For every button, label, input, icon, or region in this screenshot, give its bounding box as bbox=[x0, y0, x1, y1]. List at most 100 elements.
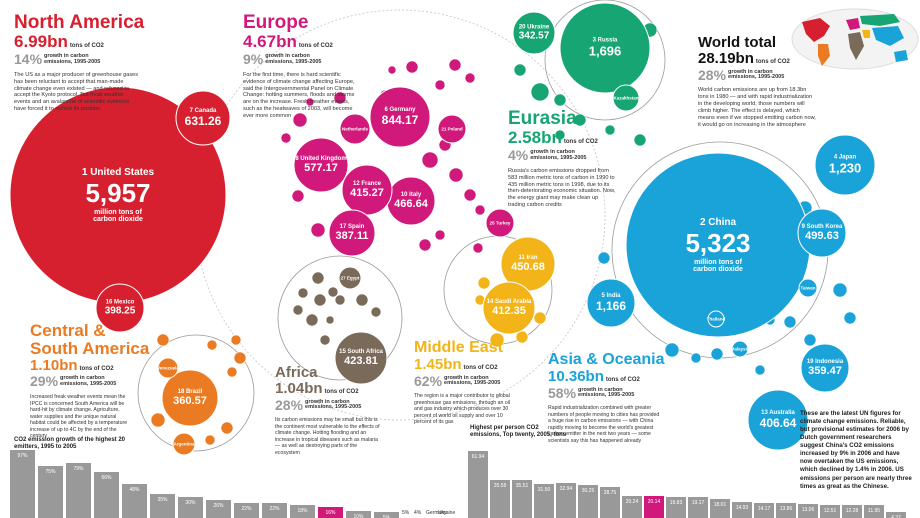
country-label: Netherlands bbox=[342, 127, 368, 132]
minor-country-bubble bbox=[230, 334, 242, 346]
bar: 35% bbox=[150, 493, 175, 518]
country-label: 27 Egypt bbox=[341, 276, 360, 281]
bar: 26% bbox=[206, 499, 231, 518]
minor-country-bubble bbox=[533, 311, 547, 325]
minor-country-bubble bbox=[783, 315, 797, 329]
country-name: Thailand bbox=[706, 316, 726, 322]
country-label: 17 Spain 387.11 bbox=[335, 224, 368, 242]
country-bubble bbox=[797, 208, 847, 258]
minor-country-bubble bbox=[156, 333, 170, 347]
panel-middle-east: Middle East 1.45bn tons of CO2 62% growth … bbox=[414, 339, 544, 426]
region-growth: 28% bbox=[698, 66, 727, 83]
country-label: Malaysia bbox=[731, 347, 750, 352]
region-name: Asia & Oceania bbox=[548, 351, 665, 368]
minor-country-bubble bbox=[803, 333, 817, 347]
country-label: 4 Japan 1,230 bbox=[829, 155, 862, 176]
country-value: 398.25 bbox=[104, 305, 136, 317]
country-name: 25 Turkey bbox=[489, 220, 511, 226]
country-value: 1,696 bbox=[588, 43, 622, 59]
region-description: The US as a major producer of greenhouse… bbox=[14, 71, 139, 113]
bar-label: 30.25 bbox=[581, 488, 595, 495]
bar-tail-label: Germany bbox=[426, 510, 447, 516]
country-bubble bbox=[338, 266, 362, 290]
country-bubble bbox=[369, 86, 431, 148]
minor-country-bubble bbox=[553, 93, 567, 107]
country-name: 6 Germany bbox=[384, 107, 416, 113]
country-name: 15 South Africa bbox=[339, 349, 383, 355]
bar: 28.75 bbox=[600, 487, 620, 518]
region-growth: 62% bbox=[414, 372, 443, 389]
bar-label: 13.06 bbox=[801, 506, 815, 513]
bar-label: 18% bbox=[297, 508, 308, 515]
bar-label: 12.28 bbox=[845, 507, 859, 514]
country-unit: million tons of carbon dioxide bbox=[693, 259, 743, 273]
minor-country-bubble bbox=[280, 132, 292, 144]
minor-country-bubble bbox=[421, 151, 439, 169]
minor-country-bubble bbox=[387, 65, 397, 75]
country-name: 18 Brazil bbox=[177, 389, 203, 395]
bar-label: 4.37 bbox=[891, 515, 901, 518]
region-total: 1.45bn bbox=[414, 355, 462, 373]
country-bubble bbox=[586, 278, 636, 328]
bar-label: 35.58 bbox=[493, 482, 507, 489]
bar: 12.51 bbox=[820, 504, 840, 518]
bar: 20.14 bbox=[644, 496, 664, 518]
region-growth: 4% bbox=[508, 146, 529, 163]
bar-label: 31.50 bbox=[537, 487, 551, 494]
panel-world-total: World total 28.19bn tons of CO2 28% growth… bbox=[698, 35, 823, 129]
bar-label: 75% bbox=[45, 468, 56, 475]
bar-label: 66% bbox=[101, 474, 112, 481]
panel-south-america: Central & South America 1.10bn tons of CO… bbox=[30, 322, 180, 440]
country-label: 16 Mexico 398.25 bbox=[105, 300, 136, 317]
country-value: 1,166 bbox=[595, 299, 627, 313]
bar: 10% bbox=[346, 511, 371, 518]
region-description: For the first time, there is hard scient… bbox=[243, 71, 355, 120]
region-ring bbox=[544, 0, 666, 121]
country-value: 5,323 bbox=[685, 228, 751, 258]
country-label: 14 Saudi Arabia 412.35 bbox=[487, 299, 532, 317]
region-growth: 14% bbox=[14, 50, 43, 67]
bar: 75% bbox=[38, 465, 63, 518]
minor-country-bubble bbox=[754, 364, 766, 376]
country-name: 21 Poland bbox=[441, 126, 463, 132]
bar-label: 14.17 bbox=[757, 505, 771, 512]
bar: 20.24 bbox=[622, 496, 642, 518]
bar: 32.94 bbox=[556, 482, 576, 518]
country-bubble bbox=[747, 389, 809, 451]
country-label: 20 Ukraine 342.57 bbox=[519, 25, 550, 42]
minor-country-bubble bbox=[597, 251, 611, 265]
bar-tail-label: Ukraine bbox=[438, 510, 456, 516]
country-label: 10 Italy 466.64 bbox=[394, 192, 428, 210]
region-total: 10.36bn bbox=[548, 367, 604, 385]
bar: 14.17 bbox=[754, 502, 774, 518]
country-value: 406.64 bbox=[759, 416, 797, 430]
region-total: 6.99bn bbox=[14, 31, 68, 51]
country-bubble bbox=[172, 432, 196, 456]
bar-label: 79% bbox=[73, 465, 84, 472]
bar: 16% bbox=[318, 506, 343, 518]
minor-country-bubble bbox=[633, 133, 647, 147]
country-value: 412.35 bbox=[492, 305, 526, 317]
bar: 12.28 bbox=[842, 504, 862, 518]
bar-label: 5% bbox=[382, 515, 391, 518]
region-name: Europe bbox=[243, 12, 309, 33]
minor-country-bubble bbox=[554, 129, 566, 141]
country-value: 466.64 bbox=[394, 198, 428, 210]
bar-label: 22% bbox=[269, 505, 280, 512]
country-value: 844.17 bbox=[381, 113, 419, 127]
country-value: 387.11 bbox=[335, 230, 369, 242]
region-description: Increased freak weather events mean the … bbox=[30, 394, 128, 440]
country-bubble bbox=[814, 134, 876, 196]
world-map-icon bbox=[791, 8, 919, 70]
region-growth: 28% bbox=[275, 396, 304, 413]
region-description: Rapid industrialization combined with gr… bbox=[548, 405, 660, 444]
country-name: 1 United States bbox=[81, 167, 155, 178]
minor-country-bubble bbox=[448, 167, 464, 183]
country-bubble bbox=[512, 11, 556, 55]
country-value: 423.81 bbox=[344, 355, 378, 367]
region-total: 28.19bn bbox=[698, 49, 754, 67]
country-bubble bbox=[731, 340, 749, 358]
country-bubble bbox=[485, 208, 515, 238]
